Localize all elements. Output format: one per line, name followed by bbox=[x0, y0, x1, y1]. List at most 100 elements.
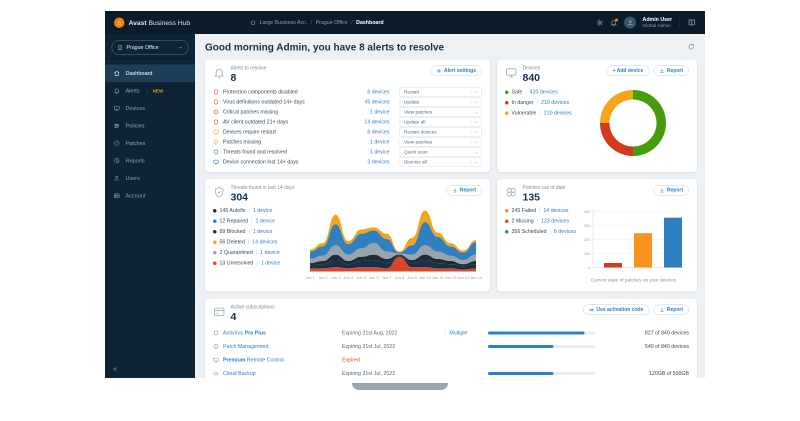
sidebar-collapse-button[interactable]: « bbox=[113, 364, 118, 374]
sidebar-item-label: Policies bbox=[125, 122, 145, 129]
reports-icon bbox=[114, 158, 121, 165]
legend-devices-link[interactable]: 210 devices bbox=[543, 110, 572, 116]
legend-item: 89 Blocked | 1 device bbox=[213, 229, 306, 235]
patches-icon bbox=[505, 186, 518, 199]
user-menu[interactable]: Admin User Global Admin bbox=[643, 16, 672, 29]
alerts-count: 8 bbox=[230, 72, 237, 84]
add-device-button[interactable]: + Add device bbox=[606, 65, 650, 76]
legend-dot bbox=[213, 208, 217, 213]
sidebar-item-reports[interactable]: Reports bbox=[105, 152, 195, 170]
sidebar-item-dashboard[interactable]: Dashboard bbox=[105, 64, 195, 82]
legend-divider: | bbox=[248, 207, 250, 214]
alert-action-select[interactable]: Dismiss all bbox=[399, 157, 482, 167]
legend-devices-link[interactable]: 6 devices bbox=[553, 228, 577, 235]
legend-devices-link[interactable]: 1 device bbox=[252, 228, 273, 235]
use-activation-code-button[interactable]: Use activation code bbox=[582, 304, 650, 315]
sidebar-nav: Dashboard Alerts | NEW Devices Policies Patche… bbox=[105, 64, 195, 205]
legend-divider: | bbox=[247, 239, 250, 245]
patches-report-button[interactable]: Report bbox=[653, 185, 689, 196]
alert-action-select[interactable]: Update bbox=[399, 97, 482, 107]
subscription-name-link[interactable]: Premium Remote Control bbox=[213, 357, 338, 363]
breadcrumb-item[interactable]: Large Business Acc. bbox=[259, 19, 308, 26]
alert-text: Device connection lost 14+ days bbox=[223, 159, 299, 165]
legend-divider: | bbox=[256, 260, 258, 266]
legend-label: 2 Quarantined bbox=[219, 249, 253, 256]
legend-item: 2 Quarantined | 1 device bbox=[213, 250, 306, 256]
alert-devices-link[interactable]: 1 device bbox=[369, 149, 390, 155]
alerts-icon bbox=[114, 88, 121, 95]
knowledge-base-book-icon[interactable] bbox=[688, 18, 697, 27]
subscription-usage: 540 of 840 devices bbox=[644, 343, 689, 350]
alert-devices-link[interactable]: 1 device bbox=[369, 139, 390, 145]
svg-text:Jun 5: Jun 5 bbox=[356, 275, 367, 280]
download-icon bbox=[452, 188, 457, 193]
svg-text:Jun 4: Jun 4 bbox=[343, 275, 354, 280]
subscription-multiple-link[interactable]: | Multiple bbox=[445, 329, 468, 336]
sidebar-divider bbox=[105, 61, 195, 62]
sidebar-item-alerts[interactable]: Alerts | NEW bbox=[105, 82, 195, 100]
subscription-name-link[interactable]: Antivirus Pro Plus bbox=[213, 330, 338, 336]
breadcrumb-item[interactable]: Prague Office bbox=[315, 19, 348, 26]
legend-divider: | bbox=[539, 207, 541, 214]
subscription-row: Antivirus Pro Plus Expiring 21st Aug, 20… bbox=[213, 328, 689, 338]
subscriptions-report-button[interactable]: Report bbox=[653, 304, 689, 315]
sidebar-item-users[interactable]: Users bbox=[105, 170, 195, 188]
subscription-name-link[interactable]: Cloud Backup bbox=[213, 370, 338, 376]
subscription-expiry: Expired bbox=[342, 356, 360, 363]
chevron-down-icon bbox=[471, 119, 480, 125]
legend-label: 2 Missing bbox=[511, 218, 534, 224]
svg-text:Jun 9: Jun 9 bbox=[407, 275, 418, 280]
legend-devices-link[interactable]: 420 devices bbox=[529, 89, 558, 95]
alert-action-select[interactable]: Quick scan bbox=[399, 147, 482, 157]
avatar[interactable] bbox=[624, 16, 637, 29]
sidebar-item-devices[interactable]: Devices bbox=[105, 100, 195, 118]
svg-text:Jun 2: Jun 2 bbox=[318, 275, 329, 280]
settings-gear-icon[interactable] bbox=[596, 19, 604, 27]
legend-divider: | bbox=[525, 89, 527, 95]
sidebar-item-account[interactable]: Account bbox=[105, 187, 195, 205]
shield-icon bbox=[213, 119, 219, 125]
legend-devices-link[interactable]: 1 device bbox=[260, 260, 281, 266]
alert-devices-link[interactable]: 6 devices bbox=[367, 89, 390, 95]
subscription-expiry: Expiring 21st Jul, 2022 bbox=[342, 370, 396, 377]
location-selector[interactable]: Prague Office bbox=[111, 40, 189, 55]
sidebar-item-patches[interactable]: Patches bbox=[105, 135, 195, 153]
subscription-expiry: Expiring 21st Jul, 2022 bbox=[342, 343, 396, 350]
legend-item: Vulnerable | 210 devices bbox=[505, 110, 572, 116]
alerts-card: Alerts to resolve 8 Alert settings bbox=[205, 59, 490, 172]
legend-devices-link[interactable]: 14 devices bbox=[252, 239, 278, 245]
patches-count: 135 bbox=[522, 191, 541, 203]
refresh-icon[interactable] bbox=[688, 43, 696, 51]
alert-devices-link[interactable]: 6 devices bbox=[367, 129, 390, 135]
threats-report-button[interactable]: Report bbox=[446, 185, 482, 196]
shield-icon bbox=[213, 99, 219, 105]
subscription-progress-bar bbox=[488, 371, 595, 375]
alert-devices-link[interactable]: 3 devices bbox=[367, 159, 390, 165]
devices-report-button[interactable]: Report bbox=[653, 65, 689, 76]
alert-action-select[interactable]: Restart bbox=[399, 87, 482, 97]
alert-action-select[interactable]: Restart devices bbox=[399, 127, 482, 137]
alert-settings-button[interactable]: Alert settings bbox=[430, 65, 482, 76]
sidebar-item-policies[interactable]: Policies bbox=[105, 117, 195, 135]
account-icon bbox=[114, 193, 121, 200]
alert-action-select[interactable]: View patches bbox=[399, 137, 482, 147]
devices-card-label: Devices bbox=[522, 65, 541, 72]
legend-devices-link[interactable]: 14 devices bbox=[543, 207, 569, 214]
alert-devices-link[interactable]: 45 devices bbox=[364, 99, 390, 105]
legend-devices-link[interactable]: 1 device bbox=[252, 207, 273, 214]
svg-text:Jun 10: Jun 10 bbox=[419, 275, 432, 280]
alert-devices-link[interactable]: 14 devices bbox=[364, 119, 390, 125]
notifications-bell-icon[interactable] bbox=[610, 18, 619, 27]
patch-icon bbox=[213, 139, 219, 145]
legend-divider: | bbox=[539, 110, 541, 116]
legend-devices-link[interactable]: 1 device bbox=[255, 218, 276, 224]
alert-action-select[interactable]: Update all bbox=[399, 117, 482, 127]
legend-devices-link[interactable]: 1 device bbox=[260, 249, 280, 256]
alert-action-select[interactable]: View patches bbox=[399, 107, 482, 117]
alert-devices-link[interactable]: 1 device bbox=[369, 109, 390, 115]
legend-devices-link[interactable]: 123 devices bbox=[541, 218, 570, 224]
legend-devices-link[interactable]: 210 devices bbox=[541, 99, 570, 106]
subscription-name-link[interactable]: Patch Management bbox=[213, 343, 338, 349]
svg-text:100: 100 bbox=[584, 251, 591, 256]
sidebar-item-label: Users bbox=[125, 175, 140, 182]
